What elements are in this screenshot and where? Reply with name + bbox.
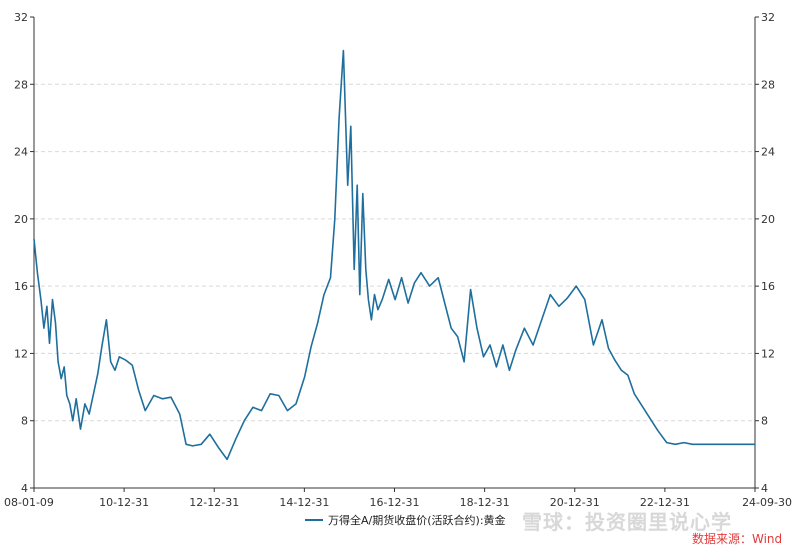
y-tick-label-left: 20 xyxy=(14,213,28,226)
legend: 万得全A/期货收盘价(活跃合约):黄金 xyxy=(305,512,506,528)
y-tick-label-left: 8 xyxy=(21,415,28,428)
y-tick-label-right: 8 xyxy=(761,415,768,428)
y-tick-label-left: 32 xyxy=(14,11,28,24)
y-tick-label-right: 28 xyxy=(761,78,775,91)
y-tick-label-right: 24 xyxy=(761,146,775,159)
series-line xyxy=(33,49,755,461)
x-tick-label: 22-12-31 xyxy=(640,496,690,509)
grid-lines xyxy=(34,83,755,422)
x-tick-label: 12-12-31 xyxy=(189,496,239,509)
y-tick-label-right: 20 xyxy=(761,213,775,226)
source-note: 数据来源：Wind xyxy=(692,532,783,546)
x-tick-label: 24-09-30 xyxy=(742,496,792,509)
x-tick-label: 18-12-31 xyxy=(460,496,510,509)
x-tick-label: 16-12-31 xyxy=(370,496,420,509)
y-tick-label-left: 28 xyxy=(14,78,28,91)
legend-swatch xyxy=(305,519,323,521)
axes: 4 4 8 8 12 12 16 16 20 20 24 24 28 28 32 32 08-01-09 10-1… xyxy=(4,11,792,509)
y-tick-label-right: 12 xyxy=(761,347,775,360)
y-tick-label-right: 32 xyxy=(761,11,775,24)
y-tick-label-left: 24 xyxy=(14,146,28,159)
x-tick-label: 08-01-09 xyxy=(4,496,54,509)
x-tick-label: 10-12-31 xyxy=(99,496,149,509)
x-tick-label: 20-12-31 xyxy=(550,496,600,509)
y-tick-label-left: 12 xyxy=(14,347,28,360)
series-layer xyxy=(33,49,755,461)
y-tick-label-left: 4 xyxy=(21,482,28,495)
x-tick-label: 14-12-31 xyxy=(279,496,329,509)
y-tick-label-left: 16 xyxy=(14,280,28,293)
y-tick-label-right: 16 xyxy=(761,280,775,293)
legend-label: 万得全A/期货收盘价(活跃合约):黄金 xyxy=(328,514,506,527)
watermark: 雪球：投资圈里说心学 xyxy=(522,510,732,534)
y-tick-label-right: 4 xyxy=(761,482,768,495)
